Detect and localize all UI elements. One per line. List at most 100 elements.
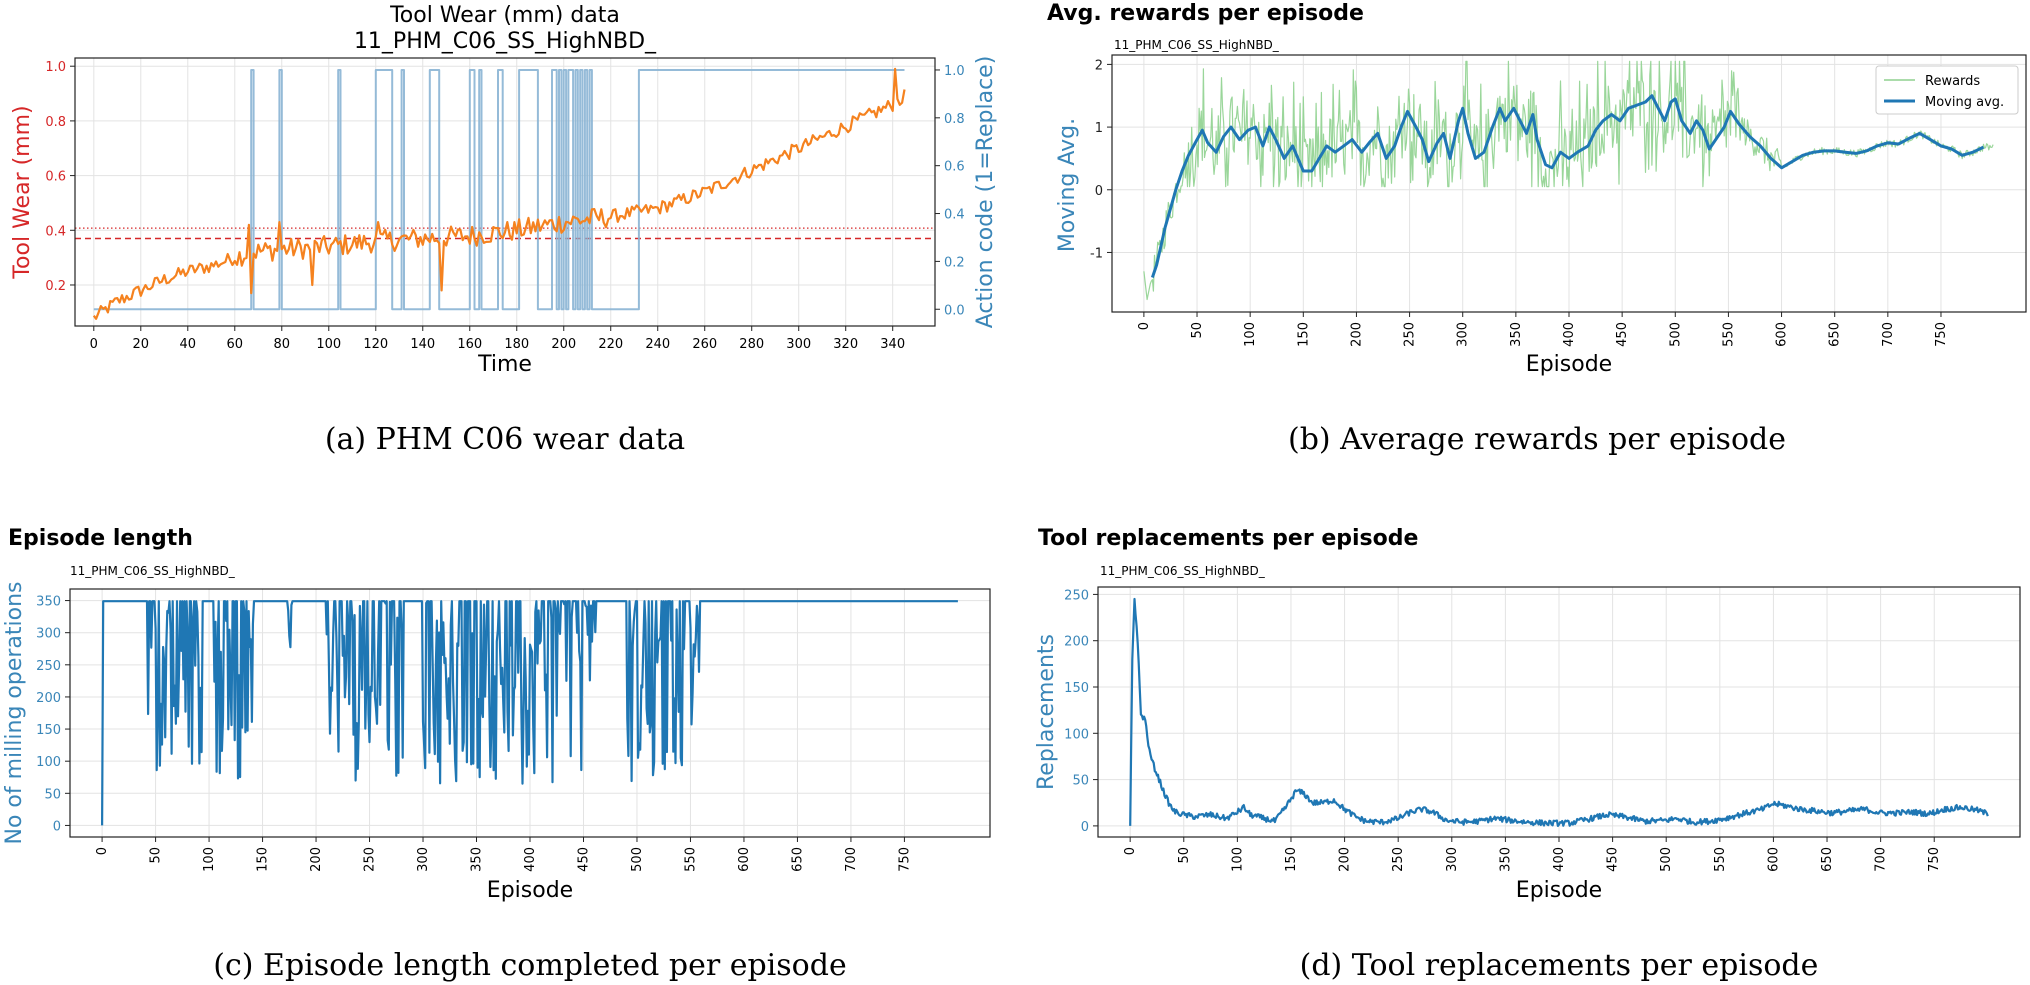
panel-a-frame [74,57,936,327]
panel-b-xtick-label: 750 [1934,322,1949,347]
panel-c-caption: (c) Episode length completed per episode [213,948,846,983]
panel-a-wear-series [92,67,906,320]
panel-b-legend-moving-avg: Moving avg. [1925,95,2004,110]
panel-c-xtick-label: 50 [149,847,164,864]
panel-a-xtick-label: 320 [833,337,858,352]
panel-d-replacements-line [1129,597,1989,827]
panel-d-ytick-label: 200 [1064,635,1089,650]
panel-c-ytick-label: 100 [36,755,61,770]
panel-c-xtick-label: 100 [202,847,217,872]
panel-a-title: Tool Wear (mm) data [389,3,620,28]
panel-d-xtick-label: 300 [1445,847,1460,872]
panel-c-ytick-label: 0 [53,819,61,834]
panel-a-y2tick-label: 1.0 [944,64,965,79]
panel-b-xtick-label: 450 [1615,322,1630,347]
panel-a-xtick-label: 160 [457,337,482,352]
panel-c-ytick-label: 50 [44,787,61,802]
panel-d-xtick-label: 450 [1606,847,1621,872]
panel-c-xlabel: Episode [487,878,573,903]
panel-b-ylabel: Moving Avg. [1055,118,1080,252]
panel-d-ytick-label: 0 [1081,820,1089,835]
panel-d-title: Tool replacements per episode [1038,526,1418,551]
panel-d-xtick-label: 400 [1552,847,1567,872]
panel-a-action-line [93,69,905,311]
panel-c-series [101,600,958,826]
panel-b-ytick-label: 2 [1095,58,1103,73]
panel-a-y2tick-label: 0.6 [944,160,965,175]
panel-c-xtick-label: 350 [470,847,485,872]
panel-a-xtick-label: 280 [739,337,764,352]
panel-a: 0 20 40 60 80 100 120 140 160 180 200 220 240 260 280 3… [10,3,998,457]
panel-a-xtick-label: 40 [180,337,197,352]
panel-c-xtick-label: 300 [416,847,431,872]
panel-a-grid [75,58,935,326]
panel-b-xtick-label: 700 [1881,322,1896,347]
panel-a-xtick-label: 260 [692,337,717,352]
panel-c-xtick-label: 600 [737,847,752,872]
panel-d-xtick-label: 150 [1284,847,1299,872]
panel-d-xtick-label: 500 [1659,847,1674,872]
panel-b-xtick-label: 300 [1456,322,1471,347]
panel-d-xtick-label: 250 [1391,847,1406,872]
panel-a-hlines [75,227,935,240]
panel-a-xticks: 0 20 40 60 80 100 120 140 160 180 200 220 240 260 280 3… [90,326,905,352]
panel-c-xtick-label: 500 [630,847,645,872]
panel-c-ytick-label: 250 [36,659,61,674]
panel-c-xtick-label: 750 [897,847,912,872]
panel-c-ytick-label: 300 [36,627,61,642]
panel-b-xtick-label: 400 [1562,322,1577,347]
panel-a-xtick-label: 220 [598,337,623,352]
panel-b-xtick-label: 200 [1349,322,1364,347]
panel-a-y2label: Action code (1=Replace) [973,56,998,329]
panel-c: 0 50 100 150 200 250 300 350 400 450 500 550 600 650 7… [2,526,991,983]
panel-d-xtick-label: 650 [1820,847,1835,872]
panel-c-ylabel: No of milling operations [2,582,27,845]
panel-a-y2ticks: 0.0 0.2 0.4 0.6 0.8 1.0 [935,64,965,318]
panel-a-action-series [93,69,905,311]
panel-c-subtitle: 11_PHM_C06_SS_HighNBD_ [70,564,236,578]
panel-b-xticks: 0 50 100 150 200 250 300 350 400 450 500 550 600 650 7… [1137,312,1949,347]
panel-b-xlabel: Episode [1526,352,1612,377]
panel-c-xtick-label: 150 [256,847,271,872]
panel-b-ytick-label: 0 [1095,184,1103,199]
panel-a-ytick-label: 0.8 [45,115,66,130]
panel-d-subtitle: 11_PHM_C06_SS_HighNBD_ [1100,564,1266,578]
panel-d-yticks: 0 50 100 150 200 250 [1064,588,1098,835]
panel-d-xtick-label: 100 [1230,847,1245,872]
panel-c-xtick-label: 400 [523,847,538,872]
panel-b-xtick-label: 50 [1190,322,1205,339]
panel-b-legend: Rewards Moving avg. [1875,65,2019,115]
panel-b-legend-rewards: Rewards [1925,74,1980,89]
panel-b-moving-avg-line [1150,94,1985,278]
panel-b-xtick-label: 350 [1509,322,1524,347]
panel-a-xtick-label: 140 [410,337,435,352]
panel-a-xtick-label: 60 [227,337,244,352]
panel-b-caption: (b) Average rewards per episode [1288,422,1786,457]
panel-c-xtick-label: 250 [363,847,378,872]
panel-c-xtick-label: 550 [683,847,698,872]
panel-d-ytick-label: 50 [1072,774,1089,789]
panel-d-ylabel: Replacements [1034,634,1059,790]
panel-c-xticks: 0 50 100 150 200 250 300 350 400 450 500 550 600 650 7… [95,837,912,872]
panel-b-xtick-label: 600 [1775,322,1790,347]
panel-d-xtick-label: 700 [1874,847,1889,872]
panel-d-xtick-label: 0 [1123,847,1138,855]
panel-a-xlabel: Time [477,352,532,377]
panel-d-xlabel: Episode [1516,878,1602,903]
panel-d-xtick-label: 550 [1713,847,1728,872]
panel-a-xtick-label: 0 [90,337,98,352]
panel-a-ytick-label: 0.2 [45,279,66,294]
panel-a-wear-line [92,67,906,320]
panel-d: 0 50 100 150 200 250 300 350 400 450 500 550 600 650 7… [1034,526,2021,983]
panel-b-xtick-label: 150 [1296,322,1311,347]
panel-b-yticks: -1 0 1 2 [1090,58,1112,261]
panel-c-xtick-label: 200 [309,847,324,872]
panel-b-title: Avg. rewards per episode [1047,1,1364,26]
panel-a-ytick-label: 1.0 [45,60,66,75]
panel-a-y2tick-label: 0.2 [944,255,965,270]
panel-c-xtick-label: 650 [790,847,805,872]
panel-b-xtick-label: 250 [1403,322,1418,347]
panel-c-ytick-label: 200 [36,691,61,706]
panel-d-ytick-label: 250 [1064,588,1089,603]
